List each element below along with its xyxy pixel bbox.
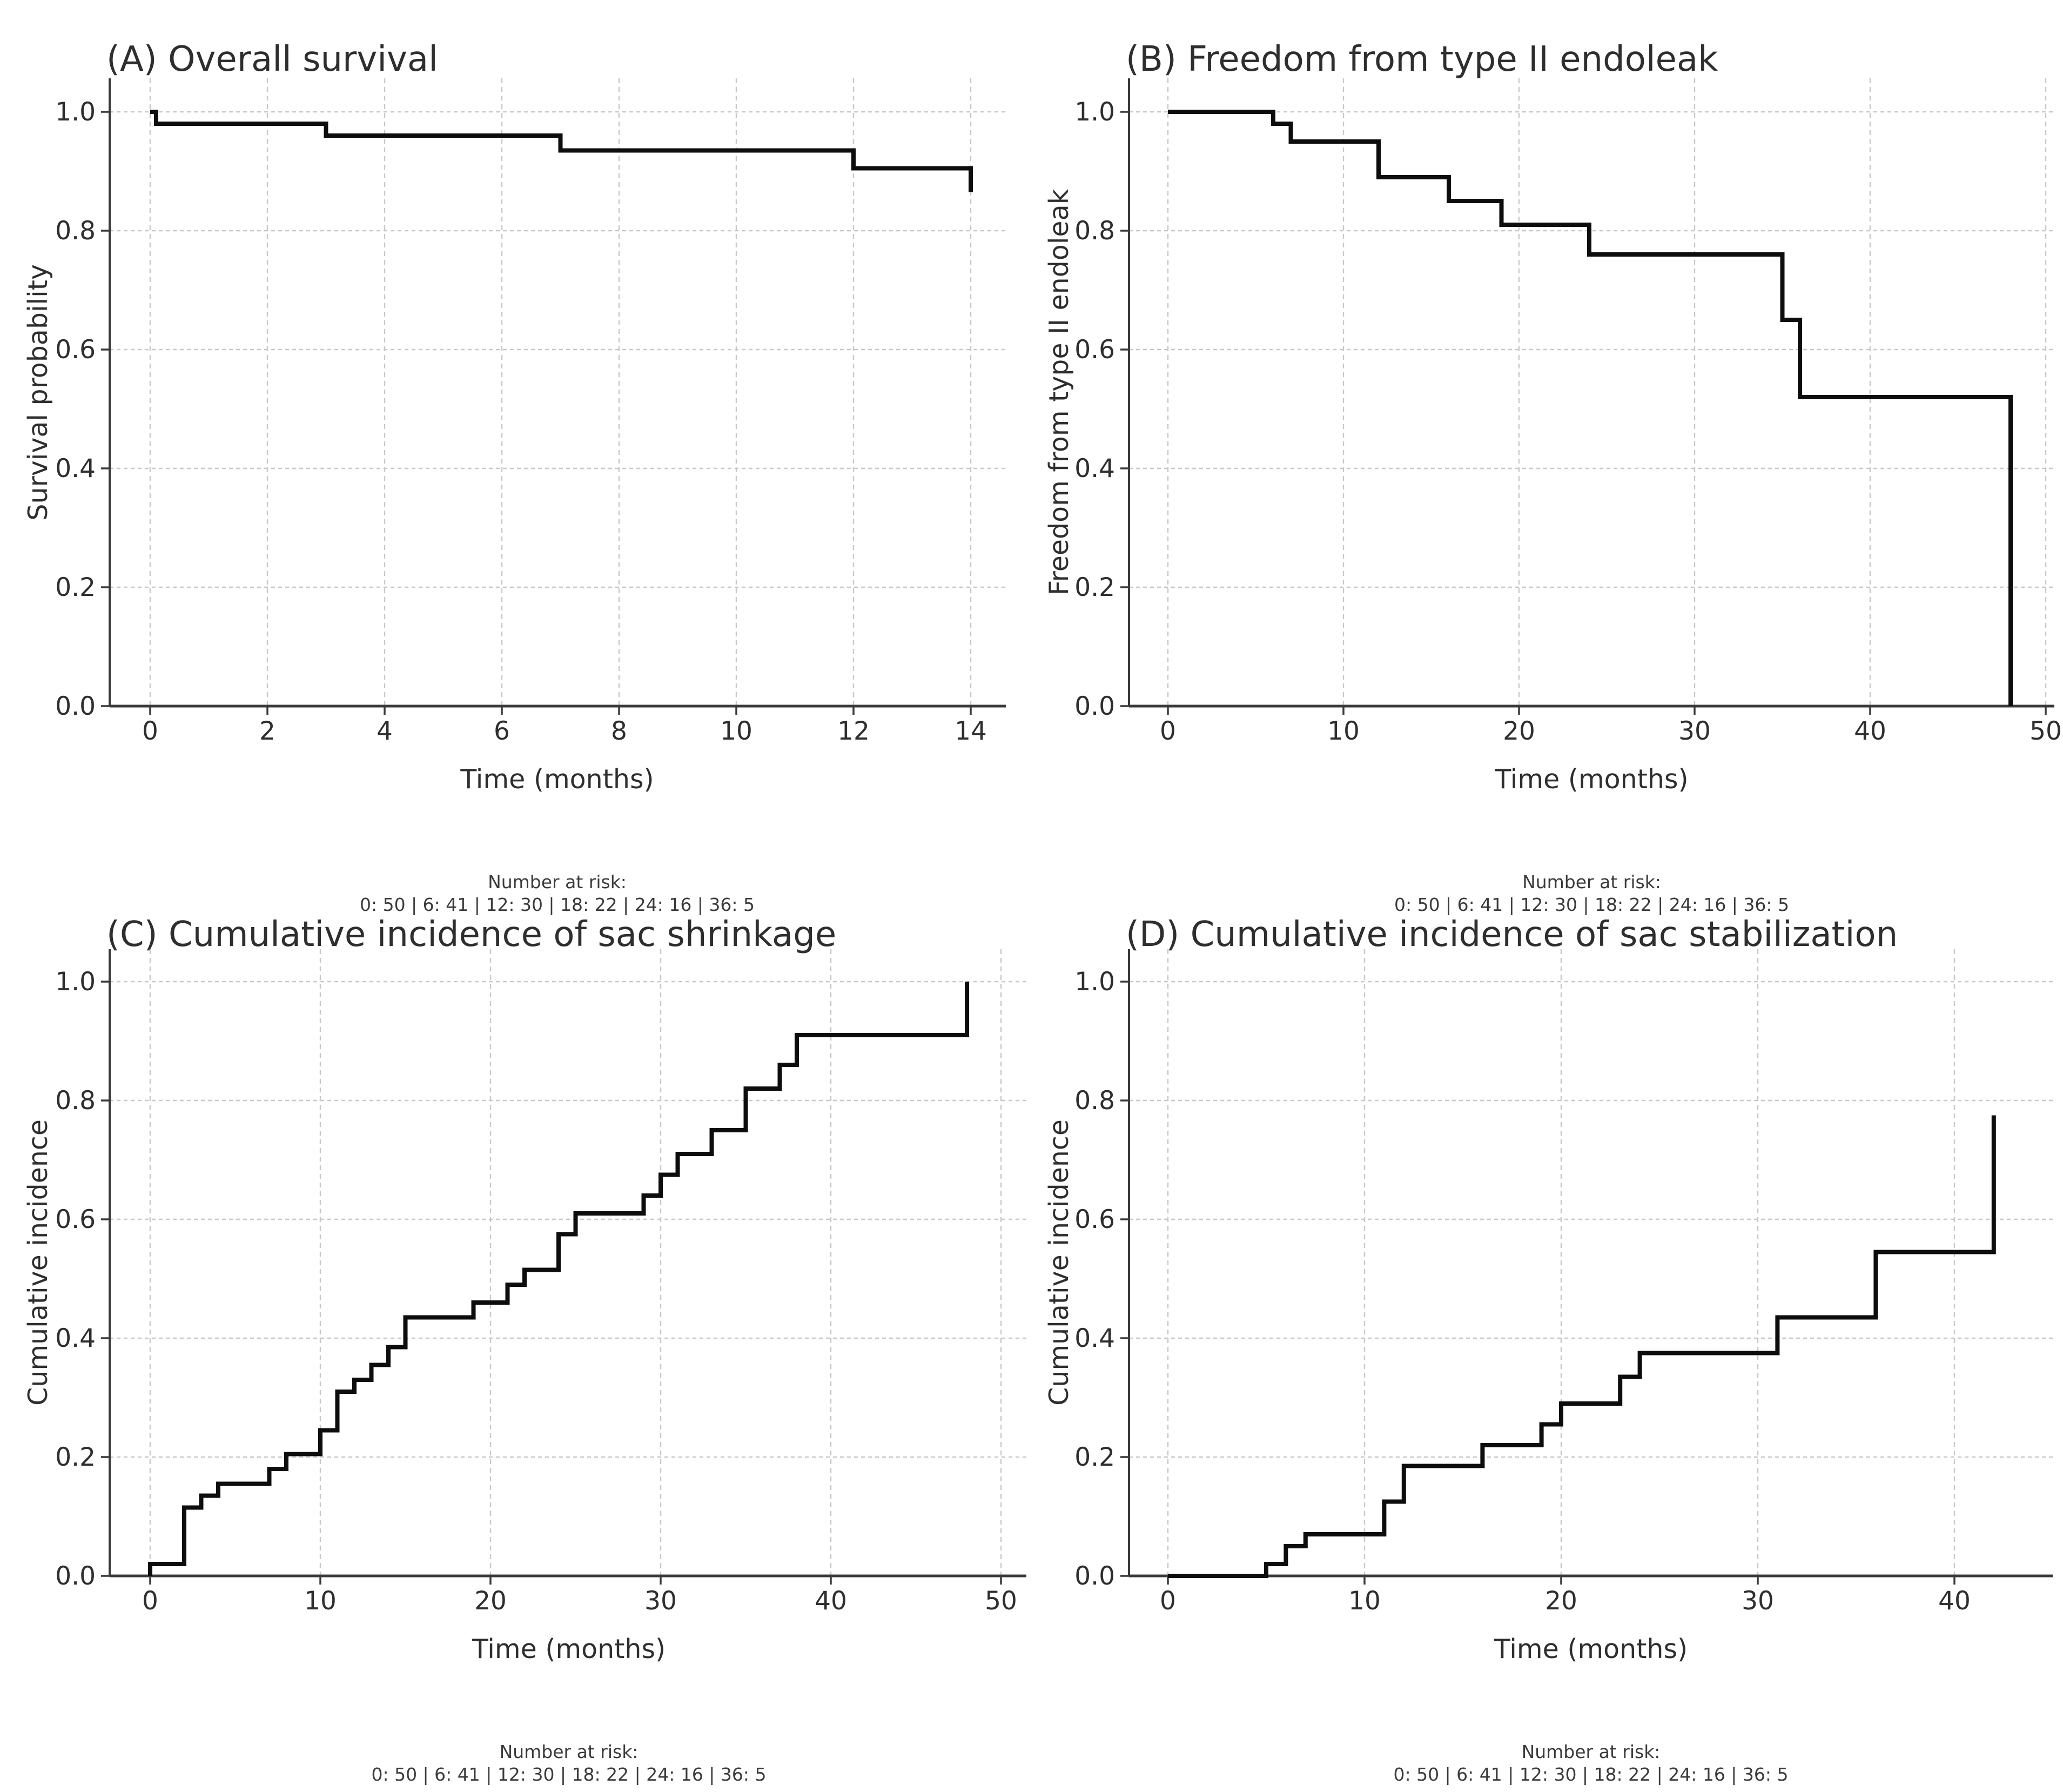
- y-tick-label: 1.0: [1074, 97, 1115, 127]
- panel-sac-shrinkage: (C) Cumulative incidence of sac shrinkag…: [0, 896, 1031, 1792]
- y-tick-label: 0.2: [55, 573, 96, 602]
- x-tick-label: 10: [304, 1586, 337, 1616]
- x-tick-label: 4: [377, 716, 393, 746]
- panel-overall-survival: (A) Overall survival Survival probabilit…: [0, 0, 1031, 915]
- y-tick-label: 0.2: [1074, 1442, 1115, 1472]
- x-tick-label: 30: [644, 1586, 677, 1616]
- panel-d-title: (D) Cumulative incidence of sac stabiliz…: [1126, 915, 1898, 955]
- risk-label: Number at risk:: [499, 1741, 639, 1762]
- survival-step-curve: [1168, 110, 2013, 706]
- y-tick-label: 0.0: [1074, 692, 1115, 721]
- survival-step-curve: [148, 982, 969, 1576]
- risk-label: Number at risk:: [488, 871, 627, 892]
- y-tick-label: 1.0: [55, 967, 96, 997]
- panel-a-xlabel: Time (months): [460, 764, 654, 795]
- x-tick-label: 30: [1678, 716, 1711, 746]
- y-tick-label: 0.2: [1074, 573, 1115, 602]
- panel-freedom-type2-endoleak: (B) Freedom from type II endoleak Freedo…: [1032, 0, 2063, 915]
- x-tick-label: 6: [494, 716, 510, 746]
- panel-d-plot: 0.0 0.2 0.4 0.6 0.8 1.0 0 10 20 30 40: [1074, 949, 2053, 1616]
- y-tick-label: 0.4: [55, 454, 96, 484]
- panel-b-risk-table: Number at risk: 0: 50 | 6: 41 | 12: 30 |…: [1129, 871, 2054, 916]
- x-tick-label: 10: [1348, 1586, 1381, 1616]
- x-tick-label: 10: [1327, 716, 1360, 746]
- survival-step-curve: [150, 110, 973, 192]
- panel-b-plot: 0.0 0.2 0.4 0.6 0.8 1.0 0 10 20 30 40 50: [1074, 78, 2062, 746]
- risk-values: 0: 50 | 6: 41 | 12: 30 | 18: 22 | 24: 16…: [371, 1764, 767, 1785]
- y-tick-label: 0.0: [1074, 1561, 1115, 1591]
- risk-label: Number at risk:: [1521, 1741, 1661, 1762]
- y-tick-label: 0.8: [55, 1086, 96, 1116]
- y-tick-label: 0.6: [55, 1205, 96, 1234]
- panel-a-plot: 0.0 0.2 0.4 0.6 0.8 1.0 0 2 4 6 8 10 12 14: [55, 78, 1006, 746]
- x-tick-label: 14: [955, 716, 987, 746]
- y-tick-label: 0.0: [55, 692, 96, 721]
- x-tick-label: 30: [1742, 1586, 1774, 1616]
- y-tick-label: 0.0: [55, 1561, 96, 1591]
- panel-a-title: (A) Overall survival: [106, 39, 438, 79]
- y-tick-label: 0.2: [55, 1442, 96, 1472]
- y-tick-label: 1.0: [1074, 967, 1115, 997]
- risk-values: 0: 50 | 6: 41 | 12: 30 | 18: 22 | 24: 16…: [1393, 1764, 1789, 1785]
- panel-c-xlabel: Time (months): [472, 1634, 666, 1665]
- x-tick-label: 50: [2030, 716, 2062, 746]
- panel-c-plot: 0.0 0.2 0.4 0.6 0.8 1.0 0 10 20 30 40 50: [55, 949, 1026, 1616]
- y-tick-label: 0.6: [1074, 335, 1115, 365]
- panel-b-xlabel: Time (months): [1495, 764, 1689, 795]
- survival-step-curve: [1168, 1115, 1996, 1578]
- risk-label: Number at risk:: [1522, 871, 1661, 892]
- panel-sac-stabilization: (D) Cumulative incidence of sac stabiliz…: [1032, 896, 2063, 1792]
- y-tick-label: 0.8: [1074, 216, 1115, 246]
- x-tick-label: 0: [1160, 716, 1176, 746]
- risk-values: 0: 50 | 6: 41 | 12: 30 | 18: 22 | 24: 16…: [359, 894, 755, 915]
- x-tick-label: 50: [985, 1586, 1017, 1616]
- panel-c-title: (C) Cumulative incidence of sac shrinkag…: [106, 915, 837, 955]
- x-tick-label: 0: [142, 1586, 158, 1616]
- x-tick-label: 0: [1160, 1586, 1176, 1616]
- y-tick-label: 0.6: [1074, 1205, 1115, 1234]
- y-tick-label: 0.8: [55, 216, 96, 246]
- x-tick-label: 40: [1938, 1586, 1971, 1616]
- panel-c-risk-table: Number at risk: 0: 50 | 6: 41 | 12: 30 |…: [110, 1741, 1028, 1786]
- panel-b-title: (B) Freedom from type II endoleak: [1126, 39, 1718, 79]
- y-tick-label: 1.0: [55, 97, 96, 127]
- x-tick-label: 0: [142, 716, 158, 746]
- x-tick-label: 2: [259, 716, 275, 746]
- y-tick-label: 0.4: [1074, 454, 1115, 484]
- risk-values: 0: 50 | 6: 41 | 12: 30 | 18: 22 | 24: 16…: [1394, 894, 1790, 915]
- y-tick-label: 0.4: [1074, 1324, 1115, 1353]
- panel-a-risk-table: Number at risk: 0: 50 | 6: 41 | 12: 30 |…: [110, 871, 1005, 916]
- x-tick-label: 10: [720, 716, 752, 746]
- x-tick-label: 20: [1503, 716, 1535, 746]
- y-tick-label: 0.8: [1074, 1086, 1115, 1116]
- y-tick-label: 0.6: [55, 335, 96, 365]
- panel-d-xlabel: Time (months): [1494, 1634, 1688, 1665]
- x-tick-label: 20: [1545, 1586, 1577, 1616]
- x-tick-label: 12: [837, 716, 870, 746]
- x-tick-label: 40: [1854, 716, 1886, 746]
- panel-d-risk-table: Number at risk: 0: 50 | 6: 41 | 12: 30 |…: [1129, 1741, 2053, 1786]
- x-tick-label: 40: [815, 1586, 847, 1616]
- y-tick-label: 0.4: [55, 1324, 96, 1353]
- x-tick-label: 20: [474, 1586, 507, 1616]
- x-tick-label: 8: [611, 716, 627, 746]
